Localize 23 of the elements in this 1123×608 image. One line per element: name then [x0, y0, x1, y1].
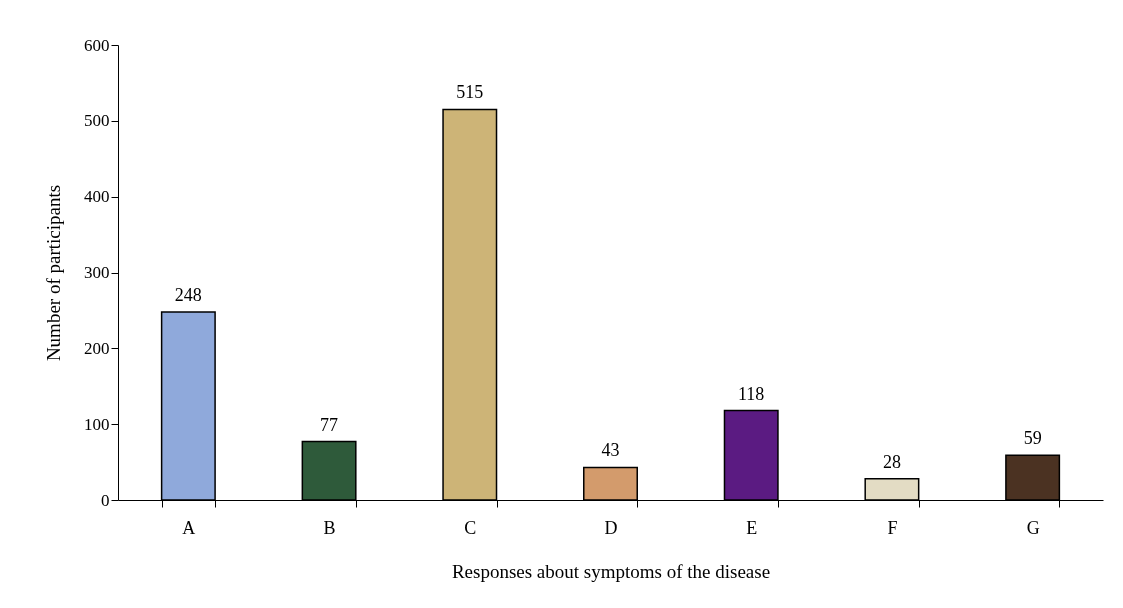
data-label: 118 — [738, 383, 765, 404]
y-axis-title: Number of participants — [43, 184, 64, 362]
x-tick-label: C — [464, 517, 477, 538]
x-tick-label: A — [182, 517, 196, 538]
x-tick-label: G — [1026, 517, 1040, 538]
y-tick-label: 300 — [84, 263, 110, 282]
x-tick-label: D — [604, 517, 618, 538]
y-tick-label: 100 — [84, 414, 110, 434]
y-tick-label: 400 — [84, 187, 110, 207]
x-tick-label: B — [323, 517, 336, 538]
data-label: 77 — [320, 414, 339, 435]
data-label: 248 — [174, 284, 202, 305]
x-tick-label: E — [746, 517, 758, 538]
x-axis-title: Responses about symptoms of the disease — [451, 560, 771, 582]
y-tick-label: 0 — [101, 490, 110, 510]
y-tick-label: 200 — [84, 338, 110, 358]
data-label: 28 — [882, 451, 901, 472]
y-tick-label: 600 — [84, 35, 110, 55]
data-label: 515 — [456, 82, 484, 103]
data-label: 59 — [1023, 428, 1042, 449]
data-label: 43 — [601, 440, 620, 461]
x-tick-label: F — [887, 517, 898, 538]
y-tick-label: 500 — [84, 111, 110, 131]
